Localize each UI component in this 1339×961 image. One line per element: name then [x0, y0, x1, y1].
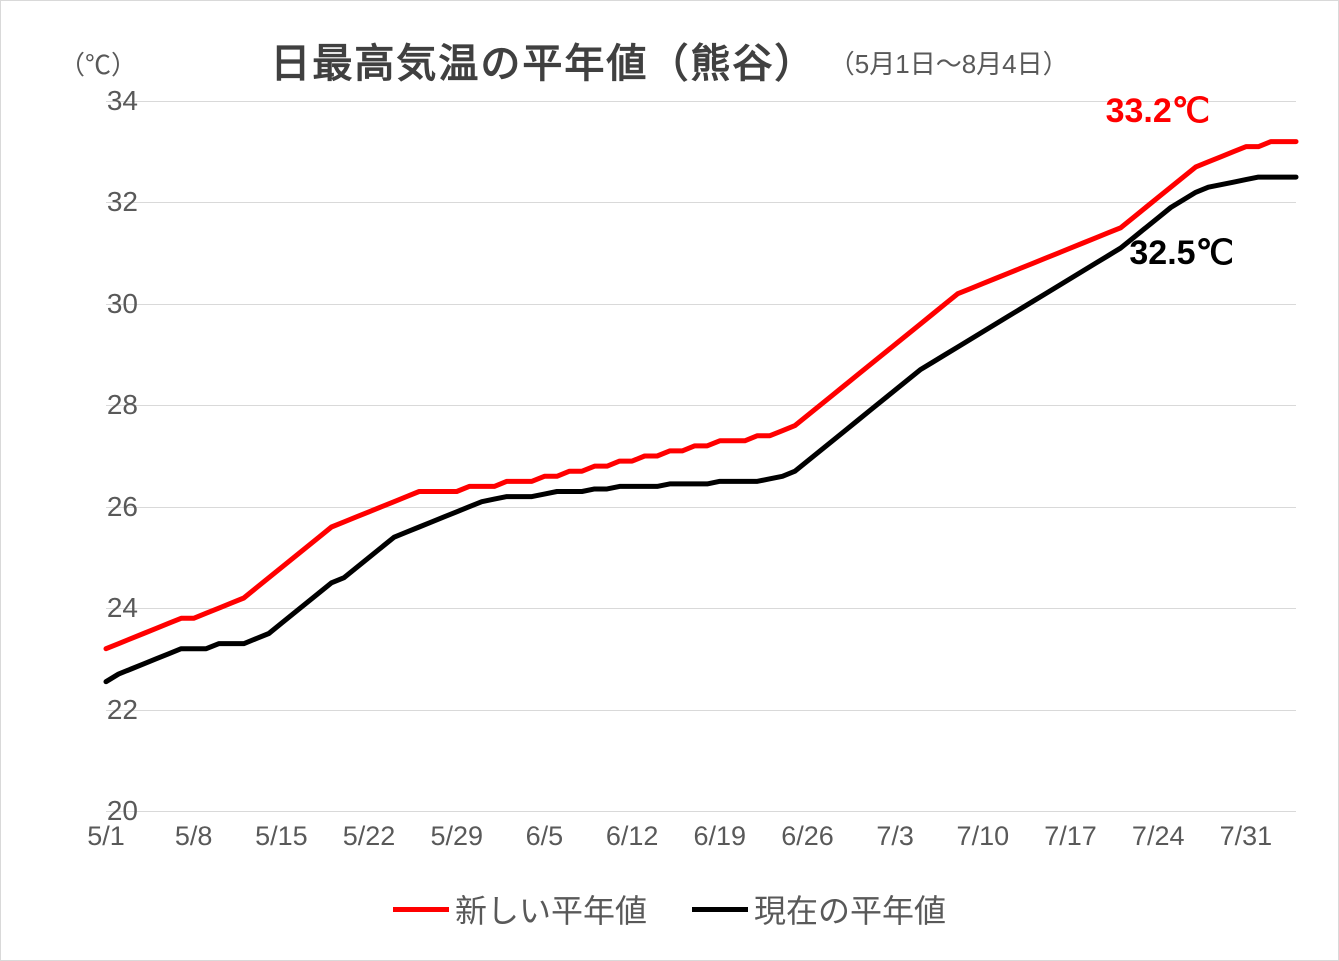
chart-title: 日最高気温の平年値（熊谷）: [270, 42, 816, 86]
series-end-label: 32.5℃: [1129, 233, 1233, 273]
series-line: [106, 142, 1296, 649]
x-tick-label: 5/8: [175, 821, 213, 852]
chart-lines: [106, 101, 1296, 811]
legend-swatch-new: [393, 907, 449, 912]
y-tick-label: 32: [68, 186, 138, 218]
x-tick-label: 5/29: [430, 821, 483, 852]
y-axis-unit: （℃）: [59, 45, 137, 82]
x-tick-label: 7/10: [957, 821, 1010, 852]
x-tick-label: 6/5: [526, 821, 564, 852]
x-tick-label: 7/24: [1132, 821, 1185, 852]
grid-line: [106, 811, 1296, 812]
y-tick-label: 24: [68, 592, 138, 624]
y-tick-label: 28: [68, 389, 138, 421]
x-tick-label: 6/12: [606, 821, 659, 852]
series-end-label: 33.2℃: [1106, 91, 1210, 131]
x-tick-label: 7/31: [1220, 821, 1273, 852]
x-tick-label: 7/3: [876, 821, 914, 852]
x-tick-label: 6/26: [781, 821, 834, 852]
chart-frame: 日最高気温の平年値（熊谷） （5月1日～8月4日） （℃） 33.2℃32.5℃…: [0, 0, 1339, 961]
legend-label-current: 現在の平年値: [754, 886, 946, 932]
y-tick-label: 30: [68, 288, 138, 320]
plot-area: 33.2℃32.5℃: [106, 101, 1296, 811]
legend-swatch-current: [692, 907, 748, 912]
series-line: [106, 177, 1296, 682]
legend-item-new: 新しい平年値: [393, 886, 647, 932]
legend: 新しい平年値 現在の平年値: [1, 883, 1338, 933]
y-tick-label: 26: [68, 491, 138, 523]
x-tick-label: 5/1: [87, 821, 125, 852]
y-tick-label: 22: [68, 694, 138, 726]
chart-subtitle: （5月1日～8月4日）: [829, 49, 1069, 79]
y-tick-label: 34: [68, 85, 138, 117]
chart-title-row: 日最高気温の平年値（熊谷） （5月1日～8月4日）: [1, 31, 1338, 89]
x-tick-label: 5/22: [343, 821, 396, 852]
x-tick-label: 5/15: [255, 821, 308, 852]
x-axis-ticks: 5/15/85/155/225/296/56/126/196/267/37/10…: [106, 821, 1296, 861]
legend-label-new: 新しい平年値: [455, 886, 647, 932]
x-tick-label: 6/19: [694, 821, 747, 852]
x-tick-label: 7/17: [1044, 821, 1097, 852]
legend-item-current: 現在の平年値: [692, 886, 946, 932]
